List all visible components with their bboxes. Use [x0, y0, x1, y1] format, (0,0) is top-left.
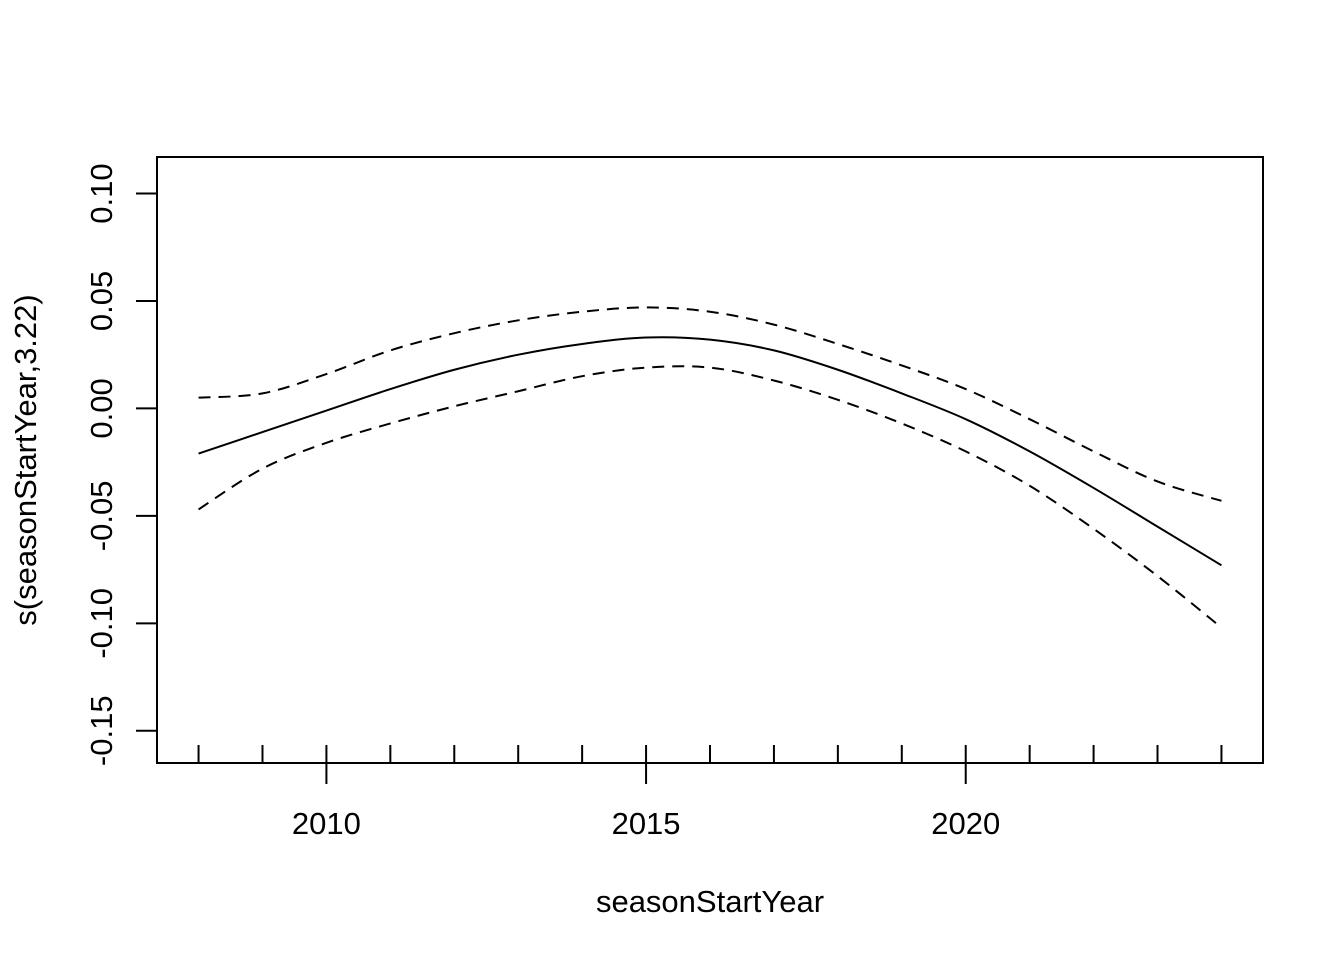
lower-confidence-band	[198, 365, 1223, 629]
y-tick-label: 0.05	[84, 271, 119, 331]
rug-marks	[197, 745, 1223, 763]
y-tick-label: -0.15	[84, 695, 119, 766]
y-tick-label: 0.00	[84, 378, 119, 438]
upper-confidence-band	[198, 306, 1222, 502]
series-lines	[198, 306, 1223, 629]
x-axis-label: seasonStartYear	[596, 884, 824, 919]
x-tick-label: 2010	[292, 806, 361, 841]
y-axis: -0.15 -0.10 -0.05 0.00 0.05 0.10	[84, 163, 158, 766]
smooth-estimate-line	[198, 336, 1222, 567]
y-tick-label: 0.10	[84, 163, 119, 223]
y-axis-label: s(seasonStartYear,3.22)	[8, 294, 43, 625]
y-tick-label: -0.05	[84, 481, 119, 552]
y-tick-label: -0.10	[84, 588, 119, 659]
x-axis: 2010 2015 2020	[292, 762, 1000, 841]
plot-frame	[156, 156, 1264, 764]
x-tick-label: 2020	[931, 806, 1000, 841]
x-tick-label: 2015	[612, 806, 681, 841]
